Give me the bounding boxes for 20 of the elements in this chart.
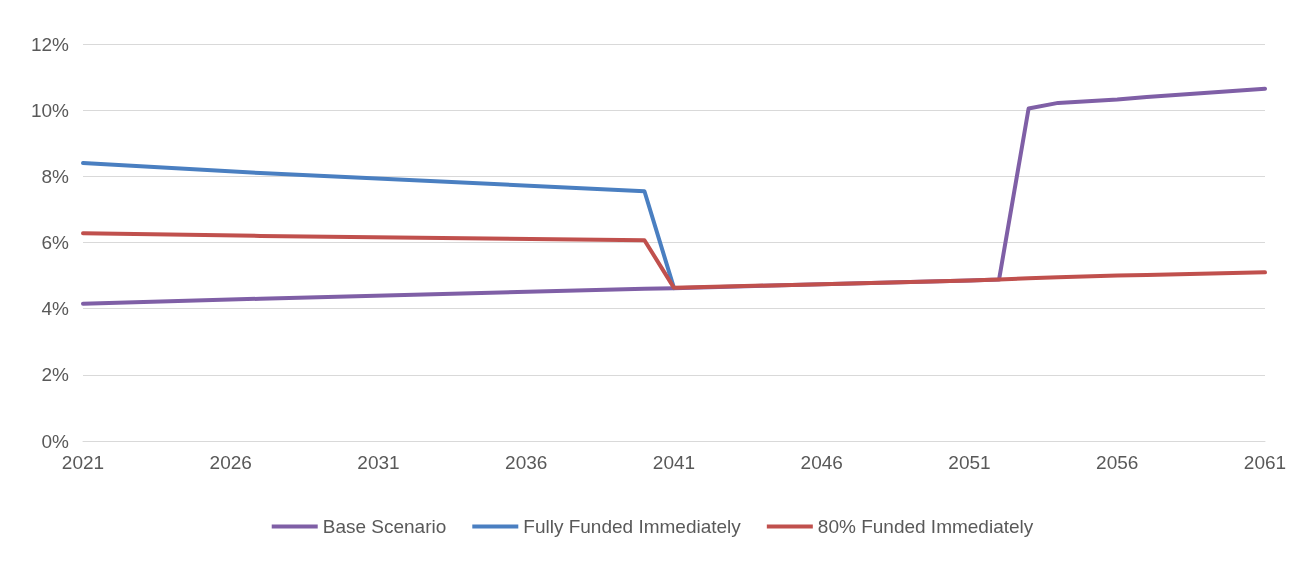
x-tick-label: 2051 <box>948 452 991 473</box>
line-series <box>81 231 1267 290</box>
x-tick-label: 2031 <box>357 452 400 473</box>
y-tick-label: 12% <box>30 33 70 55</box>
x-tick-label: 2021 <box>61 452 105 473</box>
x-tick-label: 2036 <box>505 452 548 473</box>
y-tick-label: 0% <box>41 430 70 452</box>
x-tick-label: 2041 <box>652 452 696 473</box>
x-tick-label: 2026 <box>209 452 252 473</box>
legend-label: 80% Funded Immediately <box>817 516 1034 537</box>
legend-label: Base Scenario <box>322 516 447 537</box>
y-tick-label: 8% <box>41 165 70 187</box>
legend-label: Fully Funded Immediately <box>523 516 742 537</box>
y-tick-label: 2% <box>41 364 70 386</box>
y-tick-label: 4% <box>41 298 70 320</box>
x-tick-label: 2046 <box>800 452 843 473</box>
y-tick-label: 6% <box>41 232 70 253</box>
y-tick-label: 10% <box>30 99 70 121</box>
x-tick-label: 2056 <box>1096 452 1139 473</box>
x-tick-label: 2061 <box>1243 452 1287 473</box>
